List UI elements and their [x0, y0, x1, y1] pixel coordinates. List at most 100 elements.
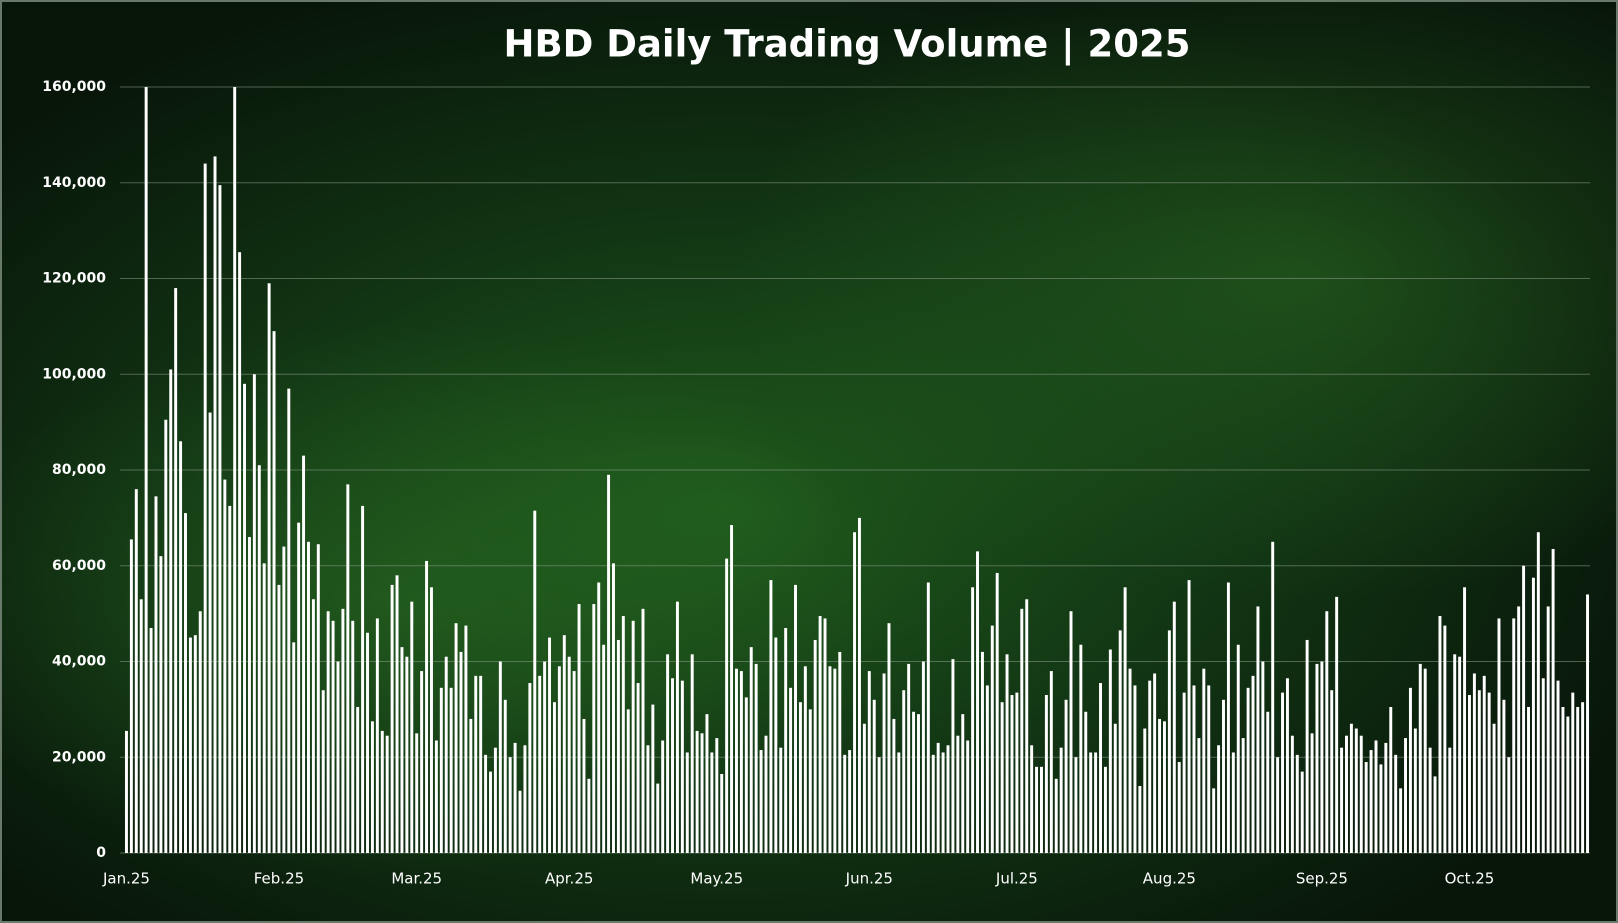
- bar: [779, 747, 783, 853]
- bar: [243, 383, 247, 853]
- bar: [666, 654, 670, 853]
- bar: [562, 635, 566, 853]
- bar: [813, 639, 817, 853]
- bar: [1295, 754, 1299, 853]
- bar: [1531, 577, 1535, 853]
- bar: [808, 709, 812, 853]
- bar: [887, 623, 891, 853]
- bar: [1359, 735, 1363, 853]
- bar: [921, 661, 925, 853]
- y-tick-label: 100,000: [42, 366, 106, 382]
- bar: [154, 496, 158, 853]
- bar: [1035, 766, 1039, 853]
- bar: [612, 563, 615, 853]
- bar: [208, 412, 212, 853]
- bar: [1236, 644, 1240, 853]
- bar: [1546, 606, 1550, 853]
- bar: [282, 546, 286, 853]
- bar: [582, 718, 586, 853]
- bar: [449, 687, 453, 853]
- bar: [238, 252, 242, 853]
- bar: [489, 771, 492, 853]
- bar: [680, 680, 684, 853]
- y-tick-label: 0: [96, 845, 106, 861]
- bar: [616, 639, 620, 853]
- bar: [1089, 752, 1093, 853]
- bar: [1354, 728, 1358, 853]
- bar: [675, 601, 679, 853]
- y-tick-label: 160,000: [42, 79, 106, 95]
- bar: [946, 745, 950, 853]
- bar: [1467, 695, 1471, 853]
- bar: [1094, 752, 1098, 853]
- bar: [636, 683, 640, 853]
- bar: [1069, 611, 1073, 853]
- bar: [587, 778, 591, 853]
- bar: [479, 675, 483, 853]
- bar: [228, 505, 232, 853]
- bar: [641, 608, 645, 853]
- bar: [902, 690, 906, 853]
- bar: [277, 584, 281, 853]
- bar: [931, 754, 935, 853]
- bar: [1438, 616, 1442, 853]
- bar: [730, 525, 734, 853]
- bar: [420, 671, 424, 853]
- bar: [1576, 706, 1580, 853]
- bar: [1108, 649, 1112, 853]
- bar: [602, 644, 606, 853]
- bar: [1536, 532, 1540, 853]
- bar: [184, 513, 187, 853]
- y-tick-label: 80,000: [52, 462, 106, 478]
- bar: [1128, 668, 1132, 853]
- y-tick-label: 20,000: [52, 749, 106, 765]
- x-tick-label: Sep.25: [1296, 870, 1348, 888]
- bar: [857, 517, 861, 853]
- bar: [400, 647, 404, 853]
- bar: [656, 783, 660, 853]
- bar: [823, 618, 827, 853]
- x-tick-label: Jul.25: [995, 870, 1038, 888]
- bar: [597, 582, 601, 853]
- bar: [833, 668, 837, 853]
- y-tick-label: 140,000: [42, 175, 106, 191]
- bar: [1512, 618, 1516, 853]
- bar: [341, 608, 345, 853]
- x-tick-label: Apr.25: [545, 870, 593, 888]
- bar: [592, 604, 596, 853]
- bar: [862, 723, 866, 853]
- bar: [1256, 606, 1260, 853]
- bar: [966, 740, 970, 853]
- bar: [346, 484, 350, 853]
- bar: [257, 465, 261, 853]
- bar: [1335, 596, 1339, 853]
- bar: [744, 697, 748, 853]
- bar: [1133, 685, 1137, 853]
- bar: [872, 699, 876, 853]
- bar: [715, 738, 719, 853]
- bar: [1527, 706, 1530, 853]
- bar: [1020, 608, 1024, 853]
- bar: [1453, 654, 1457, 853]
- bar: [548, 637, 552, 853]
- bar: [1399, 788, 1403, 853]
- bar: [1153, 673, 1157, 853]
- bar: [1349, 723, 1353, 853]
- bar: [493, 747, 497, 853]
- bar: [361, 505, 365, 853]
- bar: [798, 702, 802, 853]
- bar: [538, 675, 542, 853]
- bar: [1212, 788, 1216, 853]
- bar: [395, 575, 399, 853]
- bar: [626, 709, 630, 853]
- bar: [1167, 630, 1171, 853]
- x-tick-label: Mar.25: [391, 870, 442, 888]
- bar: [567, 656, 571, 853]
- bar: [169, 369, 173, 853]
- bar: [985, 685, 989, 853]
- bar: [907, 663, 911, 853]
- bar: [917, 714, 920, 853]
- bar: [439, 687, 443, 853]
